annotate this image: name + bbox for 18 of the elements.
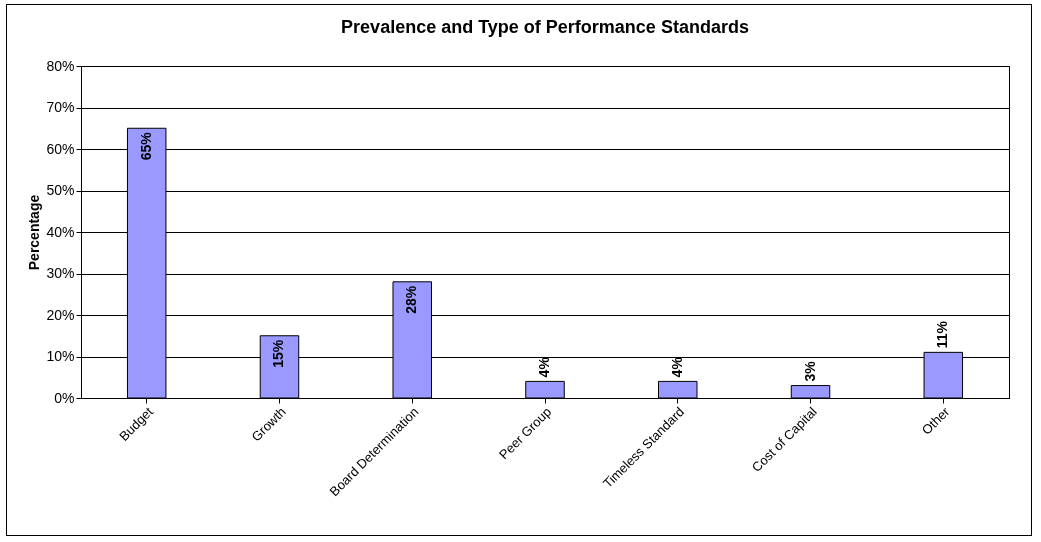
y-tick-label: 60% <box>46 140 75 157</box>
data-label: 28% <box>403 285 420 314</box>
data-label: 11% <box>934 320 951 349</box>
chart-title: Prevalence and Type of Performance Standards <box>341 17 749 37</box>
y-tick-label: 50% <box>46 182 75 198</box>
data-label: 15% <box>270 339 287 368</box>
y-tick-label: 30% <box>46 265 75 281</box>
y-tick-label: 10% <box>46 348 75 364</box>
data-label: 4% <box>668 356 685 378</box>
y-tick-label: 20% <box>46 306 75 323</box>
data-label: 4% <box>536 356 552 378</box>
y-tick-label: 40% <box>46 223 75 240</box>
y-axis-title: Percentage <box>26 194 43 271</box>
y-tick-label: 80% <box>46 57 75 74</box>
data-label: 65% <box>137 131 154 161</box>
y-tick-label: 70% <box>46 99 75 115</box>
data-label: 3% <box>801 360 818 382</box>
y-tick-label: 0% <box>54 389 75 406</box>
